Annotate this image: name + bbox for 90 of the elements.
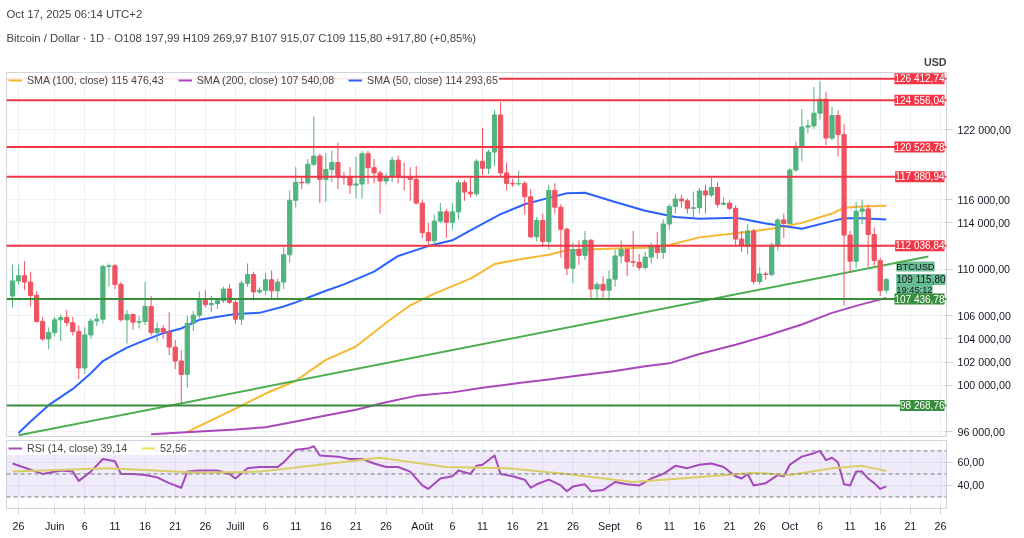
x-tick-label: 6 [817, 519, 823, 532]
x-tick-label: 16 [874, 519, 887, 532]
y-axis-title: USD [924, 55, 947, 68]
x-tick-label: 21 [904, 519, 917, 532]
line-series [186, 204, 888, 433]
x-tick-label: 11 [476, 519, 489, 532]
x-tick-label: 21 [350, 519, 362, 532]
y-tick-label: 40,00 [957, 479, 985, 492]
legend-label: SMA (200, close) 107 540,08 [196, 74, 335, 86]
candlestick [708, 177, 715, 198]
x-tick-label: 11 [109, 519, 121, 532]
chart-subtitle: Bitcoin / Dollar · 1D · O108 197,99 H109 269,97 B107 915,07 C109 115,80 +917,80 (+0,85%) [6, 31, 477, 44]
candlestick [534, 216, 540, 242]
candlestick [576, 239, 582, 266]
candlestick [702, 184, 709, 215]
x-tick-label: 16 [506, 519, 519, 532]
x-tick-label: 21 [723, 519, 736, 532]
candlestick [317, 153, 323, 204]
candlestick [154, 322, 160, 342]
x-tick-label: 16 [139, 519, 152, 532]
x-tick-label: 6 [262, 519, 269, 532]
candlestick [130, 312, 136, 331]
x-tick-label: Juin [44, 519, 65, 532]
x-tick-label: 26 [380, 519, 393, 532]
ref-line-label: 112 036,84 [895, 240, 945, 252]
x-tick-label: 6 [449, 519, 456, 532]
legend-label: RSI (14, close) 39,14 [27, 442, 128, 454]
ref-line-label: 124 556,04 [894, 94, 945, 106]
y-tick-label: 102 000,00 [957, 356, 1011, 369]
ref-line-label: 120 523,78 [894, 141, 945, 153]
y-tick-label: 106 000,00 [957, 309, 1011, 322]
annotation: 109 115,80 [896, 274, 946, 286]
candlestick [269, 269, 275, 299]
candlestick [335, 142, 341, 190]
candlestick [714, 181, 721, 209]
line-series [150, 296, 888, 436]
candlestick [124, 309, 130, 345]
candlestick [745, 223, 751, 255]
x-tick-label: Oct [781, 519, 799, 532]
x-tick-label: 26 [753, 519, 766, 532]
x-tick-label: Sept [598, 519, 621, 532]
ref-line-label: 98 268,76 [900, 400, 945, 412]
x-tick-label: 26 [12, 519, 25, 532]
candlestick [540, 213, 546, 247]
candlestick [582, 230, 588, 261]
x-tick-label: 26 [934, 519, 947, 532]
x-tick-label: 26 [566, 519, 579, 532]
y-tick-label: 60,00 [957, 456, 985, 469]
candlestick [781, 213, 787, 239]
candlestick [594, 281, 600, 300]
annotation: BTCUSD [896, 261, 935, 272]
candlestick [389, 156, 395, 183]
candlestick [479, 127, 486, 176]
candlestick [395, 155, 401, 184]
candlestick [347, 166, 353, 195]
ref-line-label: 126 412,74 [894, 73, 945, 85]
x-tick-label: 16 [693, 519, 706, 532]
x-tick-label: 11 [844, 519, 856, 532]
y-tick-label: 116 000,00 [957, 193, 1011, 206]
x-tick-label: 21 [536, 519, 549, 532]
line-series [11, 445, 888, 493]
candlestick [600, 275, 606, 299]
legend-label: SMA (100, close) 115 476,43 [27, 74, 164, 86]
x-tick-label: 26 [199, 519, 212, 532]
x-tick-label: Juill [226, 519, 245, 532]
y-tick-label: 114 000,00 [957, 216, 1011, 229]
x-tick-label: 21 [169, 519, 182, 532]
ref-line-label: 107 436,78 [894, 293, 945, 305]
y-tick-label: 96 000,00 [957, 425, 1005, 438]
x-tick-label: Août [411, 519, 434, 532]
line-series [11, 456, 888, 483]
y-tick-label: 104 000,00 [957, 332, 1011, 345]
annotation: 19:45:12 [896, 284, 933, 295]
candlestick [443, 208, 449, 239]
x-tick-label: 11 [290, 519, 302, 532]
y-tick-label: 122 000,00 [957, 123, 1011, 136]
candlestick [570, 242, 576, 284]
legend-label: SMA (50, close) 114 293,65 [367, 74, 498, 86]
x-tick-label: 16 [319, 519, 332, 532]
y-tick-label: 110 000,00 [957, 263, 1011, 276]
candlestick [250, 271, 257, 302]
candlestick [829, 106, 835, 141]
line-series [17, 191, 888, 435]
x-tick-label: 11 [663, 519, 675, 532]
ref-line-label: 117 980,94 [895, 171, 945, 183]
y-tick-label: 100 000,00 [957, 379, 1011, 392]
x-tick-label: 6 [636, 519, 643, 532]
x-tick-label: 6 [81, 519, 88, 532]
chart-title: Oct 17, 2025 06:14 UTC+2 [6, 7, 143, 20]
legend-label: 52,56 [160, 442, 187, 454]
